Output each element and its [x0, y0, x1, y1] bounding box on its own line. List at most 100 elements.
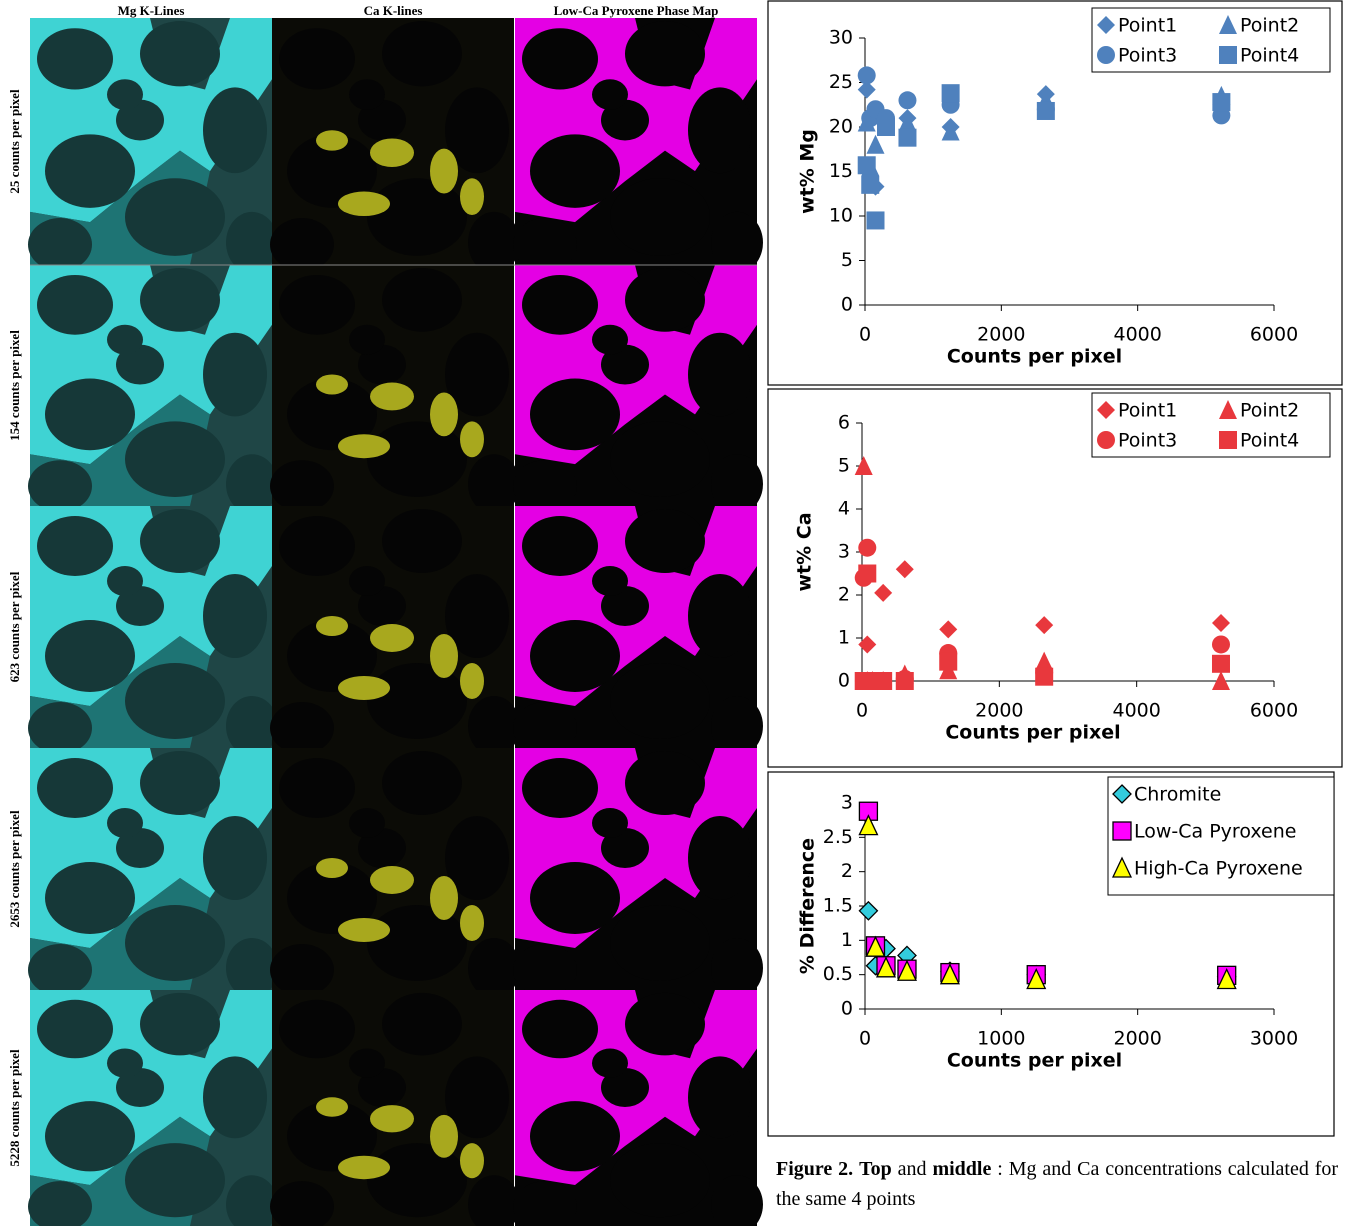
grain: [107, 808, 143, 838]
grain: [592, 808, 628, 838]
y-tick-label: 20: [829, 116, 853, 138]
y-tick-label: 1.5: [823, 895, 853, 917]
y-tick-label: 5: [841, 249, 853, 271]
ca-region: [338, 676, 390, 700]
legend-label: High-Ca Pyroxene: [1134, 858, 1303, 880]
grain: [382, 21, 462, 86]
column-title: Ca K-lines: [364, 3, 423, 18]
legend-marker: [1097, 46, 1115, 64]
x-tick-label: 0: [856, 700, 868, 722]
x-axis-title: Counts per pixel: [945, 722, 1120, 744]
ca-region: [338, 192, 390, 216]
grain: [28, 218, 92, 271]
grain: [203, 816, 267, 900]
grain: [125, 178, 225, 256]
marker: [898, 129, 916, 147]
legend-label: Point1: [1118, 400, 1177, 422]
micrograph: [28, 990, 278, 1226]
grain: [367, 905, 467, 981]
marker: [858, 66, 876, 84]
legend-label: Chromite: [1134, 784, 1221, 806]
ca-region: [316, 1097, 348, 1117]
figure: Mg K-LinesCa K-linesLow-Ca Pyroxene Phas…: [0, 0, 1345, 1226]
grain: [140, 21, 220, 86]
y-tick-label: 4: [838, 498, 850, 520]
legend-label: Point3: [1118, 45, 1177, 67]
ca-region: [430, 876, 458, 920]
caption-run: and: [898, 1158, 927, 1180]
grain: [530, 1101, 620, 1171]
grain: [625, 509, 705, 573]
micrograph: [513, 990, 763, 1226]
legend-label: Point3: [1118, 430, 1177, 452]
ca-region: [370, 1105, 414, 1132]
grain: [125, 905, 225, 981]
y-tick-label: 3: [841, 792, 853, 814]
grain: [203, 333, 267, 417]
x-tick-label: 6000: [1250, 324, 1298, 346]
grain: [349, 566, 385, 596]
marker: [858, 539, 876, 557]
ca-region: [338, 434, 390, 458]
grain: [610, 421, 710, 497]
grain: [45, 620, 135, 692]
grain: [270, 218, 334, 271]
micrograph: [270, 990, 520, 1226]
marker: [859, 902, 877, 920]
ca-region: [338, 1156, 390, 1179]
marker: [866, 211, 884, 229]
grain: [349, 325, 385, 355]
column-title: Mg K-Lines: [118, 3, 185, 18]
grain: [279, 28, 355, 89]
y-tick-label: 15: [829, 160, 853, 182]
grain: [45, 379, 135, 451]
grain: [125, 663, 225, 739]
grain: [279, 1000, 355, 1059]
ca-region: [460, 178, 484, 215]
grain: [625, 21, 705, 86]
y-tick-label: 5: [838, 455, 850, 477]
marker: [1037, 102, 1055, 120]
micrograph: [28, 265, 278, 514]
legend-label: Point4: [1240, 430, 1299, 452]
marker: [942, 84, 960, 102]
y-tick-label: 2: [841, 860, 853, 882]
page: Mg K-LinesCa K-linesLow-Ca Pyroxene Phas…: [0, 0, 1345, 1226]
grain: [367, 421, 467, 497]
legend-label: Low-Ca Pyroxene: [1134, 821, 1296, 843]
x-tick-label: 2000: [975, 700, 1023, 722]
micrograph: [513, 18, 763, 273]
grain: [513, 702, 577, 754]
marker: [874, 672, 892, 690]
row-label: 2653 counts per pixel: [7, 810, 22, 928]
y-tick-label: 2: [838, 584, 850, 606]
grain: [382, 751, 462, 815]
legend-label: Point2: [1240, 15, 1299, 37]
grain: [468, 696, 520, 756]
marker: [1035, 616, 1053, 634]
caption: Figure 2. Top and middle : Mg and Ca con…: [776, 1154, 1338, 1214]
micrograph: [513, 265, 763, 514]
marker: [939, 620, 957, 638]
marker: [896, 672, 914, 690]
micrograph: [28, 18, 278, 273]
row-label: 5228 counts per pixel: [7, 1049, 22, 1167]
grain: [28, 460, 92, 512]
y-tick-label: 30: [829, 27, 853, 49]
grain: [28, 702, 92, 754]
grain: [522, 758, 598, 818]
grain: [270, 460, 334, 512]
y-axis-title: % Difference: [797, 838, 819, 974]
y-axis-title: wt% Mg: [797, 129, 819, 214]
ca-region: [370, 383, 414, 411]
row-label: 25 counts per pixel: [7, 89, 22, 194]
grain: [140, 268, 220, 332]
grain: [45, 1101, 135, 1171]
grain: [367, 1143, 467, 1217]
grain: [279, 275, 355, 335]
micrograph: [28, 748, 278, 998]
grain: [625, 751, 705, 815]
x-tick-label: 2000: [977, 324, 1025, 346]
x-tick-label: 4000: [1113, 324, 1161, 346]
legend-label: Point1: [1118, 15, 1177, 37]
